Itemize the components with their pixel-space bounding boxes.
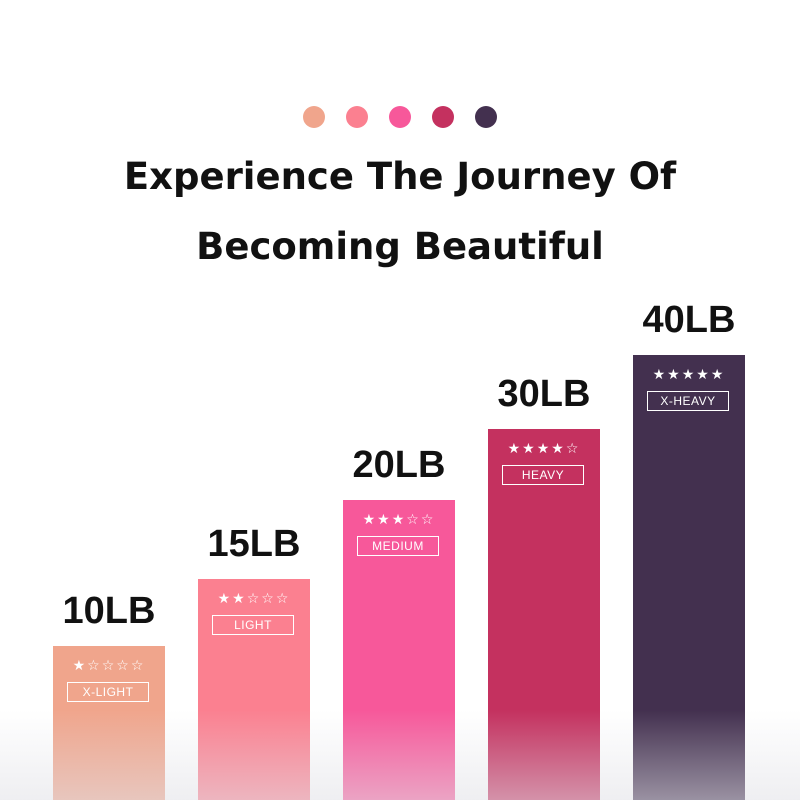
bar-light: ★★☆☆☆ LIGHT xyxy=(198,579,310,800)
bar-value-label: 10LB xyxy=(62,590,156,632)
headline-line-2: Becoming Beautiful xyxy=(196,225,604,268)
bar-value-label: 40LB xyxy=(642,299,736,341)
bar-x-light: ★☆☆☆☆ X-LIGHT xyxy=(53,646,165,800)
color-dot xyxy=(475,106,497,128)
bar-value-label: 15LB xyxy=(207,523,301,565)
star-rating: ★★★☆☆ xyxy=(362,512,436,528)
bar-medium: ★★★☆☆ MEDIUM xyxy=(343,500,455,800)
headline-line-1: Experience The Journey Of xyxy=(123,155,677,198)
level-badge: LIGHT xyxy=(212,615,294,635)
level-badge: HEAVY xyxy=(502,465,584,485)
bar-value-label: 20LB xyxy=(352,444,446,486)
color-dot xyxy=(303,106,325,128)
color-dots xyxy=(0,106,800,128)
star-rating: ★★★★★ xyxy=(652,367,726,383)
color-dot xyxy=(432,106,454,128)
level-badge: MEDIUM xyxy=(357,536,439,556)
bar-heavy: ★★★★☆ HEAVY xyxy=(488,429,600,800)
star-rating: ★☆☆☆☆ xyxy=(72,658,146,674)
star-rating: ★★☆☆☆ xyxy=(217,591,291,607)
bar-value-label: 30LB xyxy=(497,373,591,415)
color-dot xyxy=(346,106,368,128)
color-dot xyxy=(389,106,411,128)
star-rating: ★★★★☆ xyxy=(507,441,581,457)
bar-x-heavy: ★★★★★ X-HEAVY xyxy=(633,355,745,800)
level-badge: X-HEAVY xyxy=(647,391,729,411)
level-badge: X-LIGHT xyxy=(67,682,149,702)
